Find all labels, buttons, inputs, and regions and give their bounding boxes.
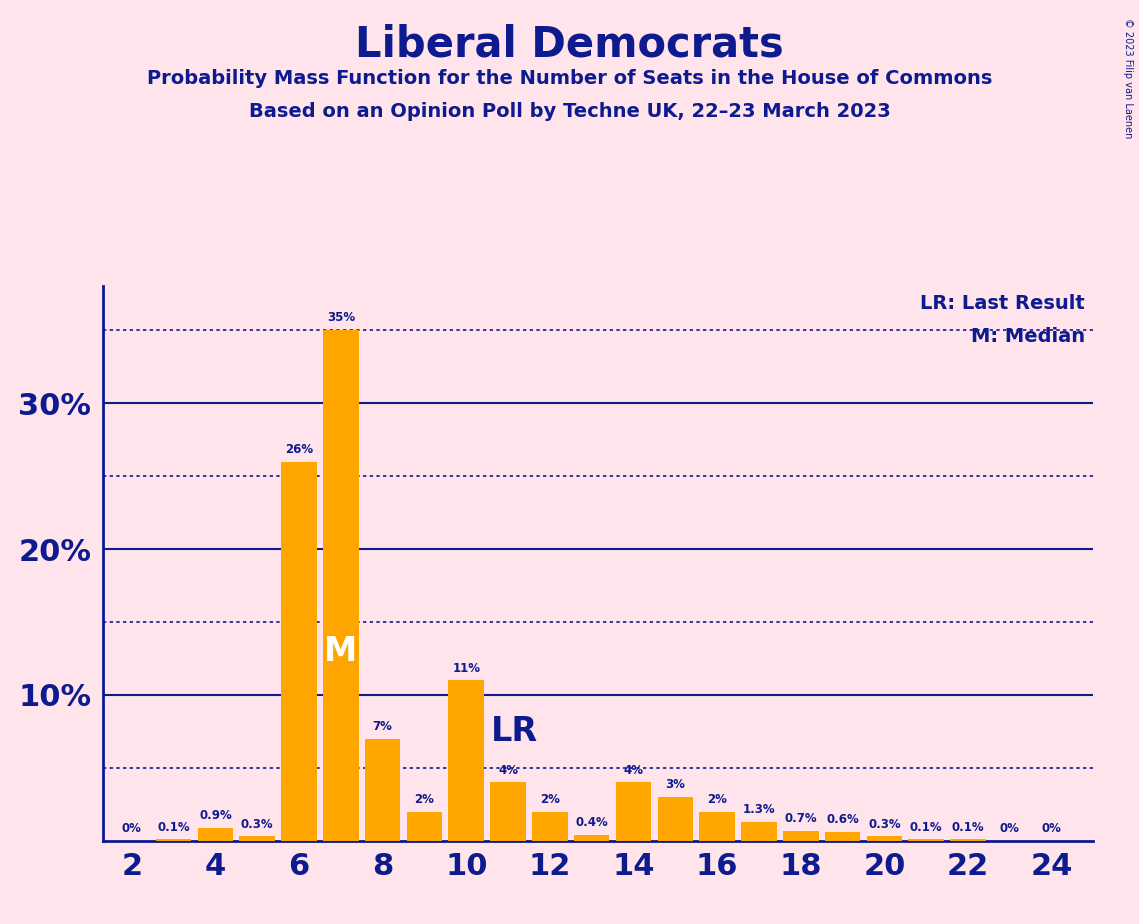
Text: 0.3%: 0.3%: [868, 818, 901, 831]
Text: M: M: [325, 635, 358, 668]
Bar: [867, 836, 902, 841]
Bar: [950, 839, 985, 841]
Bar: [239, 836, 274, 841]
Text: 4%: 4%: [623, 763, 644, 777]
Text: 11%: 11%: [452, 662, 481, 675]
Text: 3%: 3%: [665, 778, 686, 791]
Text: 0%: 0%: [1042, 822, 1062, 835]
Bar: [407, 811, 442, 841]
Bar: [616, 783, 652, 841]
Bar: [909, 839, 944, 841]
Text: 0.3%: 0.3%: [241, 818, 273, 831]
Text: M: Median: M: Median: [970, 327, 1085, 346]
Text: 2%: 2%: [540, 793, 560, 806]
Text: Liberal Democrats: Liberal Democrats: [355, 23, 784, 65]
Bar: [782, 831, 819, 841]
Bar: [574, 835, 609, 841]
Text: Probability Mass Function for the Number of Seats in the House of Commons: Probability Mass Function for the Number…: [147, 69, 992, 89]
Text: 0.6%: 0.6%: [826, 813, 859, 826]
Bar: [699, 811, 735, 841]
Bar: [323, 330, 359, 841]
Text: 1.3%: 1.3%: [743, 803, 776, 816]
Text: LR: LR: [491, 715, 539, 748]
Bar: [825, 833, 860, 841]
Text: 0.1%: 0.1%: [157, 821, 190, 833]
Bar: [364, 738, 401, 841]
Bar: [198, 828, 233, 841]
Text: 0.4%: 0.4%: [575, 816, 608, 829]
Text: 4%: 4%: [498, 763, 518, 777]
Text: 0%: 0%: [122, 822, 141, 835]
Text: 7%: 7%: [372, 720, 393, 733]
Text: 2%: 2%: [415, 793, 434, 806]
Text: 35%: 35%: [327, 311, 355, 324]
Text: © 2023 Filip van Laenen: © 2023 Filip van Laenen: [1123, 18, 1133, 139]
Bar: [490, 783, 526, 841]
Text: 0.9%: 0.9%: [199, 808, 231, 821]
Text: Based on an Opinion Poll by Techne UK, 22–23 March 2023: Based on an Opinion Poll by Techne UK, 2…: [248, 102, 891, 121]
Bar: [281, 461, 317, 841]
Text: 0.7%: 0.7%: [785, 812, 817, 825]
Text: LR: Last Result: LR: Last Result: [920, 294, 1085, 312]
Text: 0%: 0%: [1000, 822, 1019, 835]
Bar: [449, 680, 484, 841]
Text: 26%: 26%: [285, 443, 313, 456]
Bar: [657, 797, 694, 841]
Bar: [532, 811, 567, 841]
Text: 0.1%: 0.1%: [952, 821, 984, 833]
Bar: [156, 839, 191, 841]
Text: 0.1%: 0.1%: [910, 821, 942, 833]
Bar: [741, 821, 777, 841]
Text: 2%: 2%: [707, 793, 727, 806]
